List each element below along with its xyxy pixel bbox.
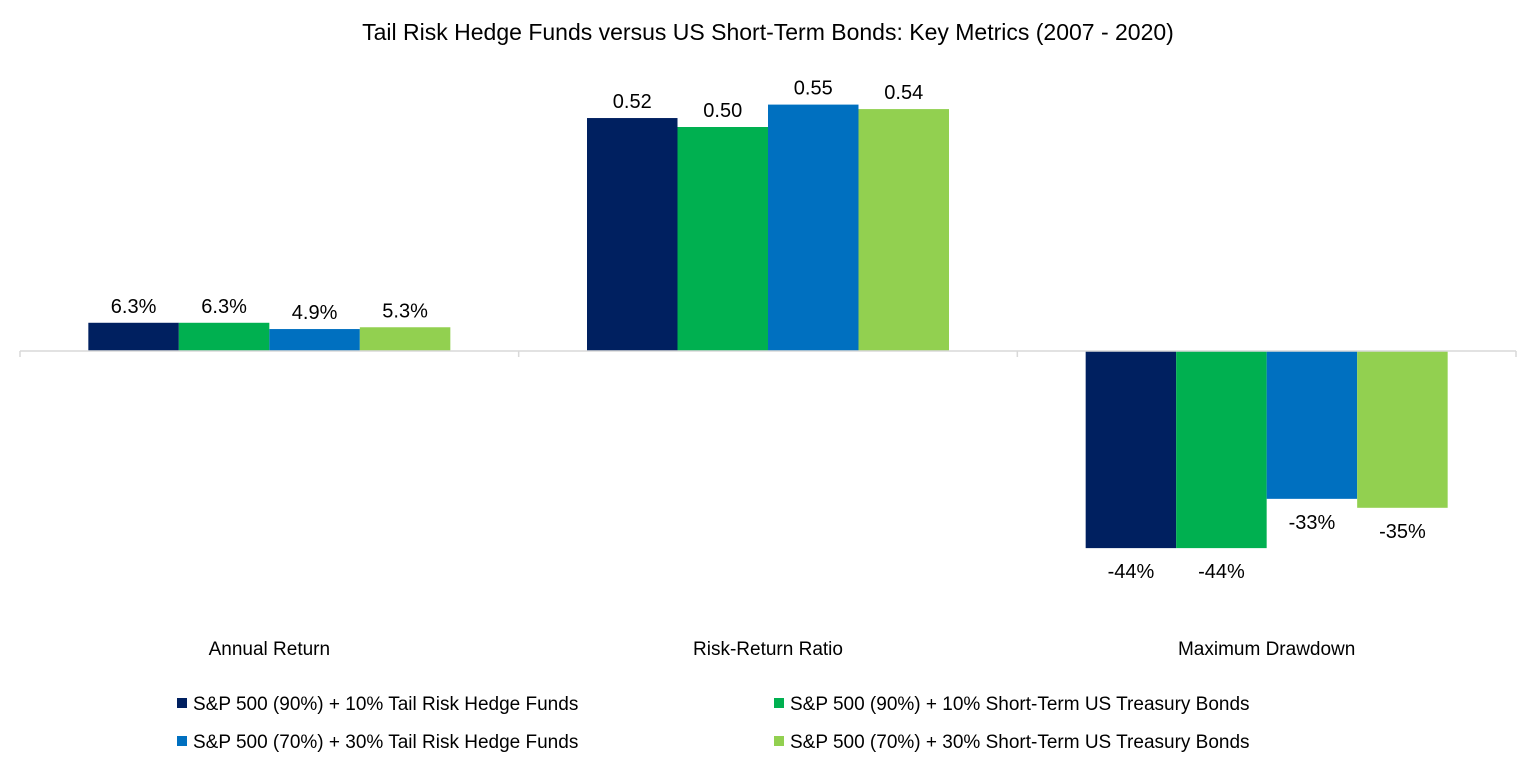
data-label: -44% xyxy=(1108,561,1155,583)
bar xyxy=(88,322,179,351)
bar xyxy=(359,327,451,351)
bar xyxy=(269,329,360,351)
data-label: 0.52 xyxy=(613,91,652,113)
data-label: 0.54 xyxy=(884,82,923,104)
data-label: 6.3% xyxy=(201,296,247,318)
bar xyxy=(768,104,859,351)
legend-swatch xyxy=(774,698,784,708)
legend-swatch xyxy=(177,698,187,708)
bar xyxy=(858,109,949,351)
data-label: 0.55 xyxy=(794,78,833,100)
data-label: -35% xyxy=(1379,521,1426,543)
chart-title: Tail Risk Hedge Funds versus US Short-Te… xyxy=(362,19,1174,45)
data-label: 5.3% xyxy=(382,300,428,322)
bar xyxy=(1085,351,1177,549)
data-label: 6.3% xyxy=(111,296,157,318)
data-label: 0.50 xyxy=(703,100,742,122)
data-label: 4.9% xyxy=(292,302,338,324)
data-label: -33% xyxy=(1289,512,1336,534)
category-label: Annual Return xyxy=(209,639,330,660)
bar xyxy=(1266,351,1358,499)
bar xyxy=(1176,351,1267,549)
bar xyxy=(178,322,270,351)
legend-swatch xyxy=(774,736,784,746)
legend-label: S&P 500 (90%) + 10% Tail Risk Hedge Fund… xyxy=(193,694,578,715)
bar xyxy=(677,127,768,351)
legend-swatch xyxy=(177,736,187,746)
category-label: Maximum Drawdown xyxy=(1178,639,1355,660)
bar xyxy=(587,118,678,351)
data-label: -44% xyxy=(1198,561,1245,583)
legend-label: S&P 500 (70%) + 30% Short-Term US Treasu… xyxy=(790,732,1250,753)
legend-label: S&P 500 (70%) + 30% Tail Risk Hedge Fund… xyxy=(193,732,578,753)
bar xyxy=(1357,351,1448,508)
legend-label: S&P 500 (90%) + 10% Short-Term US Treasu… xyxy=(790,694,1250,715)
category-label: Risk-Return Ratio xyxy=(693,639,843,660)
